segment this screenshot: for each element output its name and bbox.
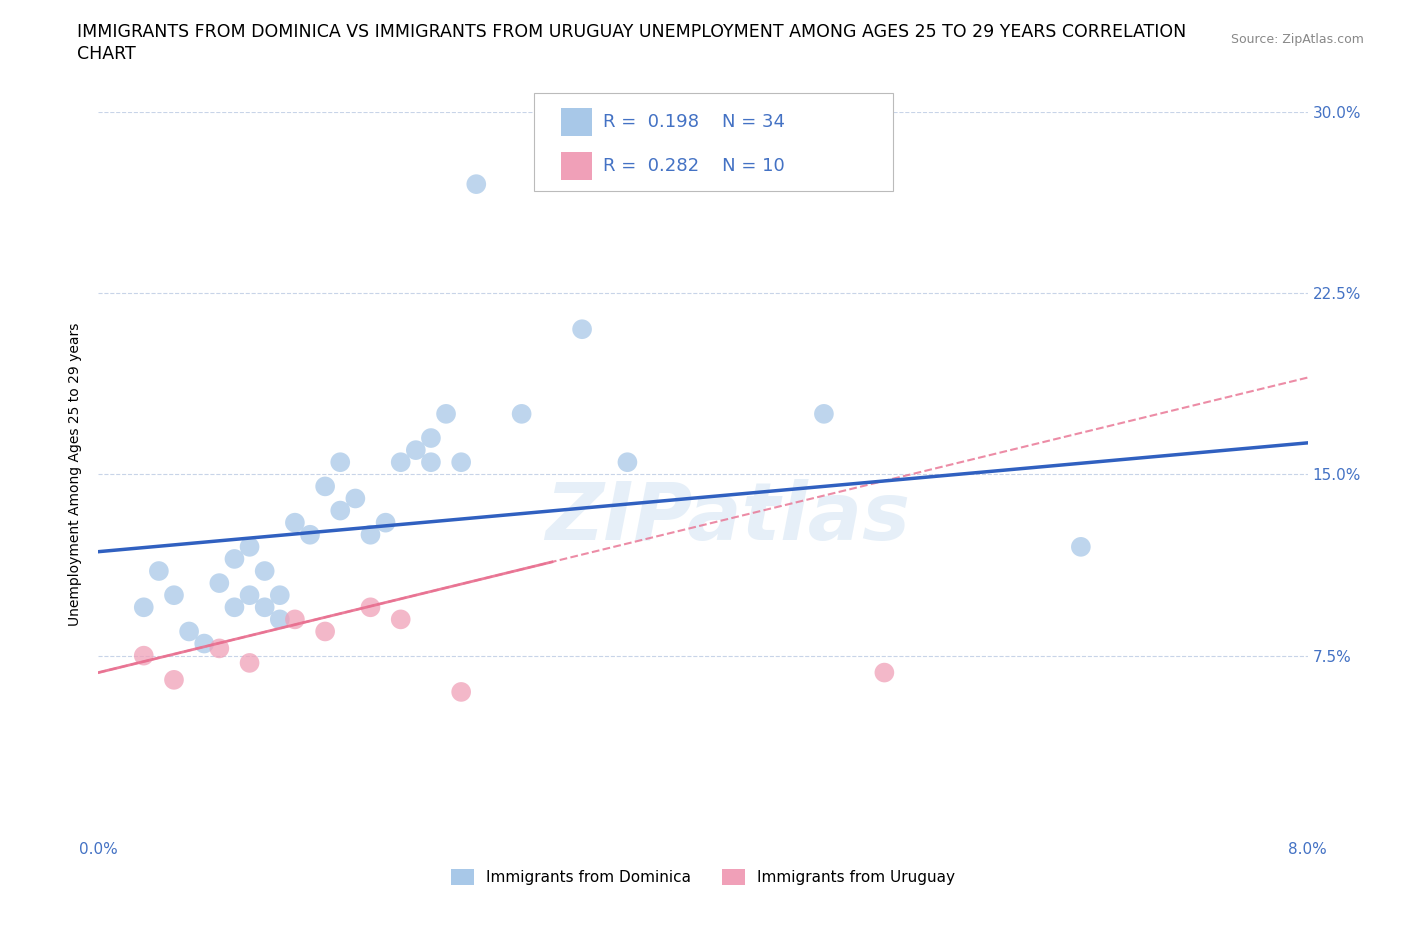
Text: Source: ZipAtlas.com: Source: ZipAtlas.com — [1230, 33, 1364, 46]
Point — [314, 479, 336, 494]
Point — [344, 491, 367, 506]
Point — [314, 624, 336, 639]
Point — [374, 515, 396, 530]
Point — [193, 636, 215, 651]
Point — [329, 503, 352, 518]
Point — [284, 515, 307, 530]
Point — [450, 684, 472, 699]
Point — [420, 431, 443, 445]
Point — [405, 443, 427, 458]
Point — [434, 406, 457, 421]
Point — [163, 588, 186, 603]
Point — [132, 600, 155, 615]
Point — [510, 406, 533, 421]
Point — [253, 564, 276, 578]
Point — [873, 665, 896, 680]
Point — [239, 588, 262, 603]
Point — [224, 551, 246, 566]
Point — [179, 624, 201, 639]
Point — [329, 455, 352, 470]
Point — [163, 672, 186, 687]
Point — [299, 527, 322, 542]
Point — [1070, 539, 1092, 554]
Point — [284, 612, 307, 627]
Text: CHART: CHART — [77, 45, 136, 62]
Text: R =  0.198    N = 34: R = 0.198 N = 34 — [603, 113, 785, 131]
Point — [465, 177, 488, 192]
Point — [269, 612, 291, 627]
Point — [253, 600, 276, 615]
Point — [420, 455, 443, 470]
Point — [389, 612, 412, 627]
Text: R =  0.282    N = 10: R = 0.282 N = 10 — [603, 157, 785, 175]
Point — [360, 527, 382, 542]
Point — [571, 322, 593, 337]
Point — [450, 455, 472, 470]
Text: IMMIGRANTS FROM DOMINICA VS IMMIGRANTS FROM URUGUAY UNEMPLOYMENT AMONG AGES 25 T: IMMIGRANTS FROM DOMINICA VS IMMIGRANTS F… — [77, 23, 1187, 41]
Point — [269, 588, 291, 603]
Point — [224, 600, 246, 615]
Point — [208, 576, 231, 591]
Y-axis label: Unemployment Among Ages 25 to 29 years: Unemployment Among Ages 25 to 29 years — [69, 323, 83, 626]
Point — [813, 406, 835, 421]
Point — [616, 455, 638, 470]
Point — [360, 600, 382, 615]
Point — [239, 656, 262, 671]
Point — [239, 539, 262, 554]
Point — [148, 564, 170, 578]
Text: ZIPatlas: ZIPatlas — [544, 479, 910, 557]
Point — [132, 648, 155, 663]
Point — [389, 455, 412, 470]
Point — [208, 641, 231, 656]
Legend: Immigrants from Dominica, Immigrants from Uruguay: Immigrants from Dominica, Immigrants fro… — [444, 863, 962, 891]
